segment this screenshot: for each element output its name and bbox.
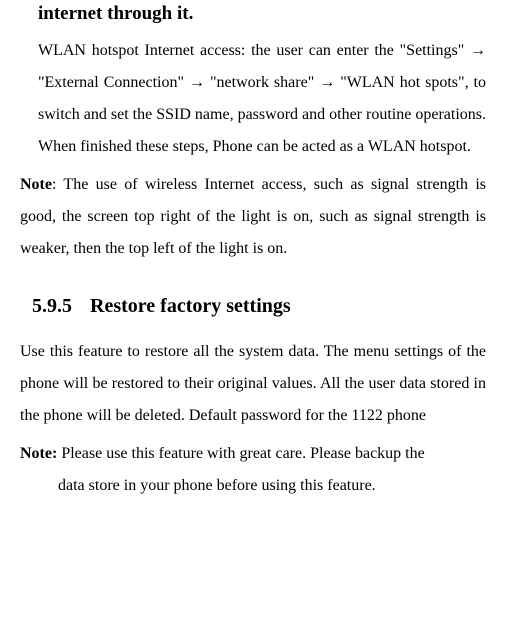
note2-text: Please use this feature with great care.… <box>57 445 424 462</box>
note1-paragraph: Note: The use of wireless Internet acces… <box>20 169 486 265</box>
heading-partial: internet through it. <box>38 3 486 25</box>
note2-label: Note: <box>20 445 57 462</box>
section-title: Restore factory settings <box>90 295 291 317</box>
note2-paragraph: Note: Please use this feature with great… <box>20 438 486 470</box>
note2-continue: data store in your phone before using th… <box>58 470 486 502</box>
note1-label: Note <box>20 176 52 193</box>
restore-paragraph: Use this feature to restore all the syst… <box>20 336 486 432</box>
note1-text: : The use of wireless Internet access, s… <box>20 176 486 257</box>
wlan-hotspot-paragraph: WLAN hotspot Internet access: the user c… <box>38 35 486 163</box>
section-595-heading: 5.9.5 Restore factory settings <box>32 295 486 318</box>
section-number: 5.9.5 <box>32 295 72 318</box>
